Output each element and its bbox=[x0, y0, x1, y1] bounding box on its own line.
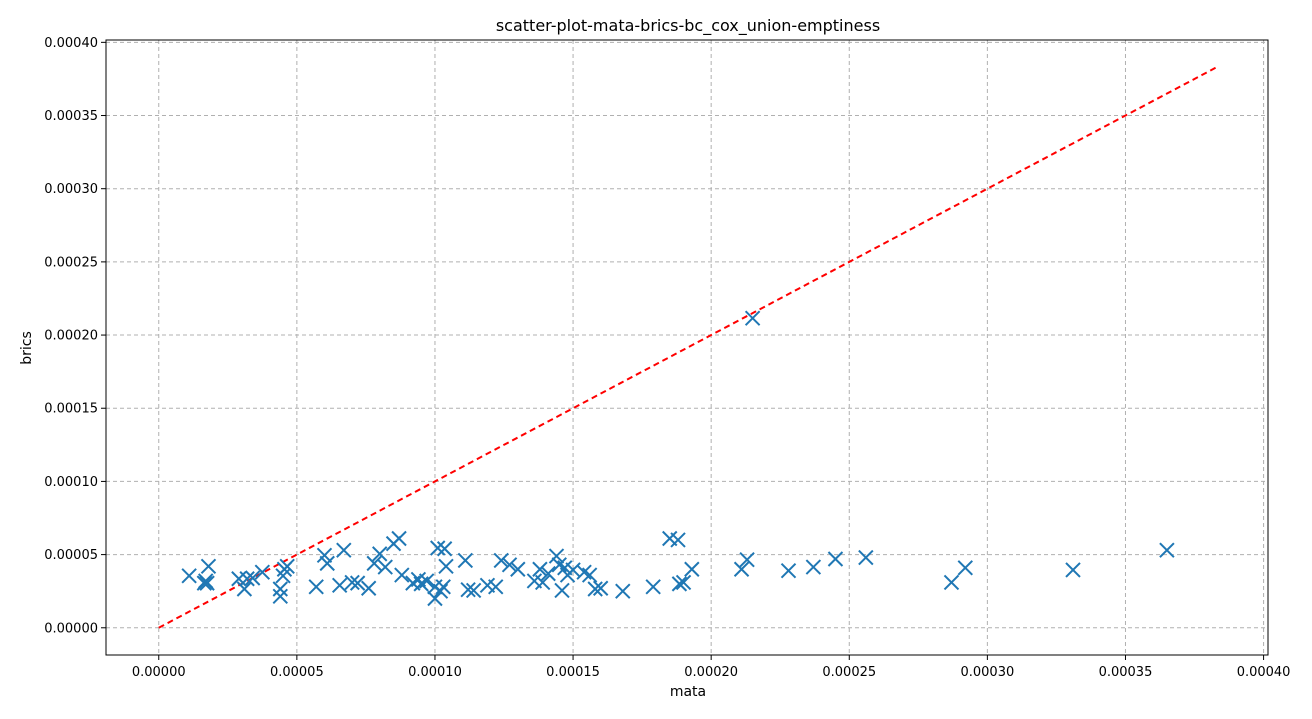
data-point bbox=[244, 570, 261, 586]
data-point bbox=[239, 571, 255, 587]
y-tick-label: 0.00000 bbox=[44, 621, 98, 636]
plot-area-frame bbox=[105, 39, 1269, 656]
data-point bbox=[645, 579, 661, 595]
data-point bbox=[427, 590, 443, 607]
data-point bbox=[349, 575, 366, 591]
data-point bbox=[827, 551, 844, 567]
data-point bbox=[236, 581, 253, 597]
data-point bbox=[675, 574, 692, 591]
x-tick-label: 0.00030 bbox=[960, 665, 1014, 680]
data-point bbox=[684, 561, 700, 577]
data-point bbox=[739, 552, 755, 568]
data-point bbox=[336, 542, 352, 558]
data-point bbox=[744, 310, 761, 326]
data-point bbox=[272, 581, 288, 597]
data-point bbox=[510, 561, 526, 577]
data-point bbox=[372, 546, 388, 562]
y-tick-label: 0.00015 bbox=[44, 402, 98, 417]
reference-line bbox=[158, 66, 1218, 629]
data-point bbox=[308, 579, 324, 595]
data-point bbox=[272, 588, 288, 605]
data-point bbox=[391, 530, 407, 547]
data-point bbox=[360, 580, 377, 596]
data-point bbox=[436, 541, 453, 557]
data-point bbox=[534, 574, 551, 591]
data-point bbox=[532, 561, 548, 577]
data-point bbox=[615, 583, 631, 599]
data-point bbox=[493, 552, 509, 569]
data-point bbox=[488, 579, 504, 595]
y-tick-label: 0.00010 bbox=[44, 475, 98, 490]
x-axis-ticks: 0.00000 0.00005 0.00010 0.00015 0.00020 0.000… bbox=[132, 655, 1291, 680]
data-point bbox=[858, 549, 874, 566]
data-point bbox=[581, 567, 598, 583]
data-point bbox=[671, 576, 688, 592]
data-point bbox=[344, 574, 360, 591]
y-tick-label: 0.00025 bbox=[44, 255, 98, 270]
data-point bbox=[279, 558, 295, 575]
data-point bbox=[438, 558, 454, 575]
data-point bbox=[254, 564, 271, 580]
data-point bbox=[181, 568, 197, 584]
data-point bbox=[957, 560, 973, 576]
data-point bbox=[377, 559, 393, 575]
data-point bbox=[554, 582, 570, 599]
y-axis-title: brics bbox=[19, 331, 35, 365]
grid bbox=[106, 40, 1268, 655]
data-point bbox=[592, 580, 609, 596]
data-point bbox=[430, 540, 446, 556]
data-point bbox=[501, 557, 518, 573]
y-tick-label: 0.00005 bbox=[44, 548, 98, 563]
data-point bbox=[366, 555, 382, 572]
data-point bbox=[331, 577, 348, 594]
data-point bbox=[432, 583, 449, 599]
x-tick-label: 0.00000 bbox=[132, 665, 186, 680]
x-tick-label: 0.00015 bbox=[546, 665, 600, 680]
data-point bbox=[1065, 562, 1081, 578]
y-tick-label: 0.00040 bbox=[44, 36, 98, 51]
y-axis-ticks: 0.00000 0.00005 0.00010 0.00015 0.00020 0.000… bbox=[44, 36, 106, 636]
data-point bbox=[435, 579, 451, 595]
data-point bbox=[733, 561, 750, 577]
data-point bbox=[548, 548, 565, 564]
data-point bbox=[465, 582, 482, 599]
data-point bbox=[394, 567, 410, 583]
y-tick-label: 0.00020 bbox=[44, 329, 98, 344]
data-point bbox=[943, 574, 960, 591]
y-tick-label: 0.00035 bbox=[44, 109, 98, 124]
x-tick-label: 0.00010 bbox=[408, 665, 462, 680]
y-tick-label: 0.00030 bbox=[44, 182, 98, 197]
data-point bbox=[457, 552, 474, 569]
x-tick-label: 0.00035 bbox=[1099, 665, 1153, 680]
data-point bbox=[199, 575, 215, 591]
data-point bbox=[540, 565, 556, 582]
x-tick-label: 0.00025 bbox=[822, 665, 876, 680]
reference-line-layer bbox=[158, 66, 1218, 629]
x-axis-title: mata bbox=[670, 684, 706, 700]
x-tick-label: 0.00020 bbox=[684, 665, 738, 680]
x-tick-label: 0.00005 bbox=[270, 665, 324, 680]
x-tick-label: 0.00040 bbox=[1237, 665, 1291, 680]
data-point bbox=[587, 581, 603, 597]
data-point bbox=[780, 562, 797, 579]
data-point bbox=[1159, 542, 1175, 558]
data-point bbox=[319, 555, 335, 572]
data-point bbox=[460, 582, 476, 598]
chart-title: scatter-plot-mata-brics-bc_cox_union-emp… bbox=[496, 16, 880, 36]
data-point bbox=[316, 547, 333, 564]
data-point bbox=[418, 573, 435, 589]
data-points bbox=[181, 310, 1175, 607]
data-point bbox=[805, 559, 822, 575]
data-point bbox=[200, 558, 217, 575]
data-point bbox=[670, 532, 686, 548]
